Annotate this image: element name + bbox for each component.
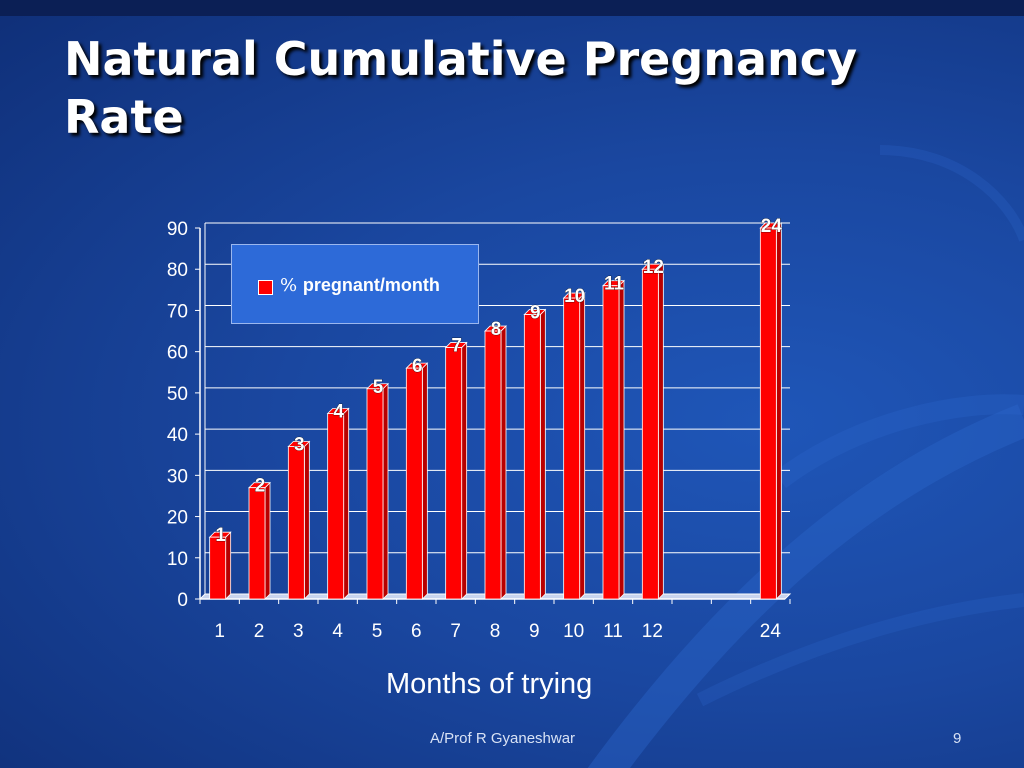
bar xyxy=(366,388,384,600)
y-tick-label: 0 xyxy=(177,590,188,611)
y-tick-label: 50 xyxy=(167,384,188,405)
data-label: 10 xyxy=(564,286,585,307)
bar xyxy=(445,347,463,600)
x-tick-label: 10 xyxy=(563,621,584,642)
x-tick-label: 3 xyxy=(293,621,304,642)
x-axis-title: Months of trying xyxy=(386,668,593,700)
bar-side xyxy=(343,407,350,600)
data-label: 9 xyxy=(530,303,541,324)
data-label: 8 xyxy=(491,319,502,340)
y-tick-label: 30 xyxy=(167,466,188,487)
x-tick-label: 2 xyxy=(254,621,265,642)
x-tick-label: 8 xyxy=(490,621,501,642)
bar-side xyxy=(264,481,271,600)
bar xyxy=(405,367,423,600)
bar xyxy=(327,413,345,600)
data-label: 6 xyxy=(412,356,423,377)
bar-side xyxy=(500,325,507,600)
x-tick-label: 11 xyxy=(603,621,623,642)
bar xyxy=(602,285,620,600)
bar-side xyxy=(579,292,586,600)
chart-legend: % pregnant/month xyxy=(231,244,479,324)
bar xyxy=(484,330,502,600)
bar xyxy=(759,227,777,600)
bar xyxy=(209,536,227,600)
data-label: 12 xyxy=(643,257,664,278)
y-tick-label: 60 xyxy=(167,343,188,364)
slide-title: Natural Cumulative Pregnancy Rate xyxy=(64,32,858,144)
legend-label: % pregnant/month xyxy=(280,275,440,296)
bar xyxy=(287,446,305,600)
data-label: 7 xyxy=(451,336,462,357)
bar-side xyxy=(657,263,664,600)
data-label: 4 xyxy=(333,402,344,423)
bar-side xyxy=(539,308,546,600)
x-tick-label: 6 xyxy=(411,621,422,642)
bar-side xyxy=(303,440,310,600)
y-tick-label: 80 xyxy=(167,260,188,281)
bar xyxy=(248,487,266,600)
bar xyxy=(563,297,581,600)
data-label: 5 xyxy=(373,377,384,398)
bar-side xyxy=(461,341,468,600)
x-tick-label: 7 xyxy=(450,621,461,642)
x-tick-label: 24 xyxy=(760,621,782,642)
bar-side xyxy=(421,362,428,600)
data-label: 1 xyxy=(215,525,226,546)
x-tick-label: 9 xyxy=(529,621,540,642)
bar-side xyxy=(382,382,389,600)
bar xyxy=(523,314,541,600)
bar-side xyxy=(618,279,625,600)
x-tick-label: 1 xyxy=(214,621,225,642)
y-tick-label: 20 xyxy=(167,508,188,529)
legend-swatch xyxy=(258,280,273,295)
data-label: 3 xyxy=(294,434,305,455)
x-tick-label: 4 xyxy=(332,621,343,642)
x-tick-label: 5 xyxy=(372,621,383,642)
bar xyxy=(641,268,659,600)
bar-side xyxy=(775,222,782,600)
y-tick-label: 90 xyxy=(167,219,188,240)
data-label: 24 xyxy=(761,216,783,237)
bar-side xyxy=(225,531,232,600)
data-label: 2 xyxy=(255,476,266,497)
slide-page-number: 9 xyxy=(953,730,962,747)
x-tick-label: 12 xyxy=(642,621,663,642)
slide-footer: A/Prof R Gyaneshwar xyxy=(430,730,576,747)
y-tick-label: 70 xyxy=(167,301,188,322)
data-label: 11 xyxy=(604,274,625,295)
legend-percent-symbol: % xyxy=(280,275,303,296)
y-tick-label: 40 xyxy=(167,425,188,446)
y-tick-label: 10 xyxy=(167,549,188,570)
legend-label-text: pregnant/month xyxy=(302,275,440,295)
top-band xyxy=(0,0,1024,16)
